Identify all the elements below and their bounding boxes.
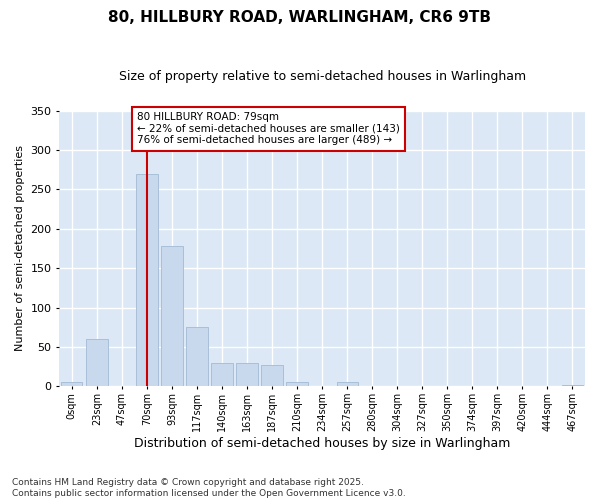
Bar [187, 328, 208, 386]
Bar [161, 246, 182, 386]
Bar [262, 365, 283, 386]
Y-axis label: Number of semi-detached properties: Number of semi-detached properties [15, 146, 25, 352]
Bar [562, 385, 583, 386]
Text: 80 HILLBURY ROAD: 79sqm
← 22% of semi-detached houses are smaller (143)
76% of s: 80 HILLBURY ROAD: 79sqm ← 22% of semi-de… [137, 112, 400, 146]
Text: Contains HM Land Registry data © Crown copyright and database right 2025.
Contai: Contains HM Land Registry data © Crown c… [12, 478, 406, 498]
Bar [236, 362, 258, 386]
Bar [86, 339, 107, 386]
X-axis label: Distribution of semi-detached houses by size in Warlingham: Distribution of semi-detached houses by … [134, 437, 511, 450]
Bar [337, 382, 358, 386]
Bar [61, 382, 82, 386]
Title: Size of property relative to semi-detached houses in Warlingham: Size of property relative to semi-detach… [119, 70, 526, 83]
Text: 80, HILLBURY ROAD, WARLINGHAM, CR6 9TB: 80, HILLBURY ROAD, WARLINGHAM, CR6 9TB [109, 10, 491, 25]
Bar [136, 174, 158, 386]
Bar [211, 362, 233, 386]
Bar [286, 382, 308, 386]
